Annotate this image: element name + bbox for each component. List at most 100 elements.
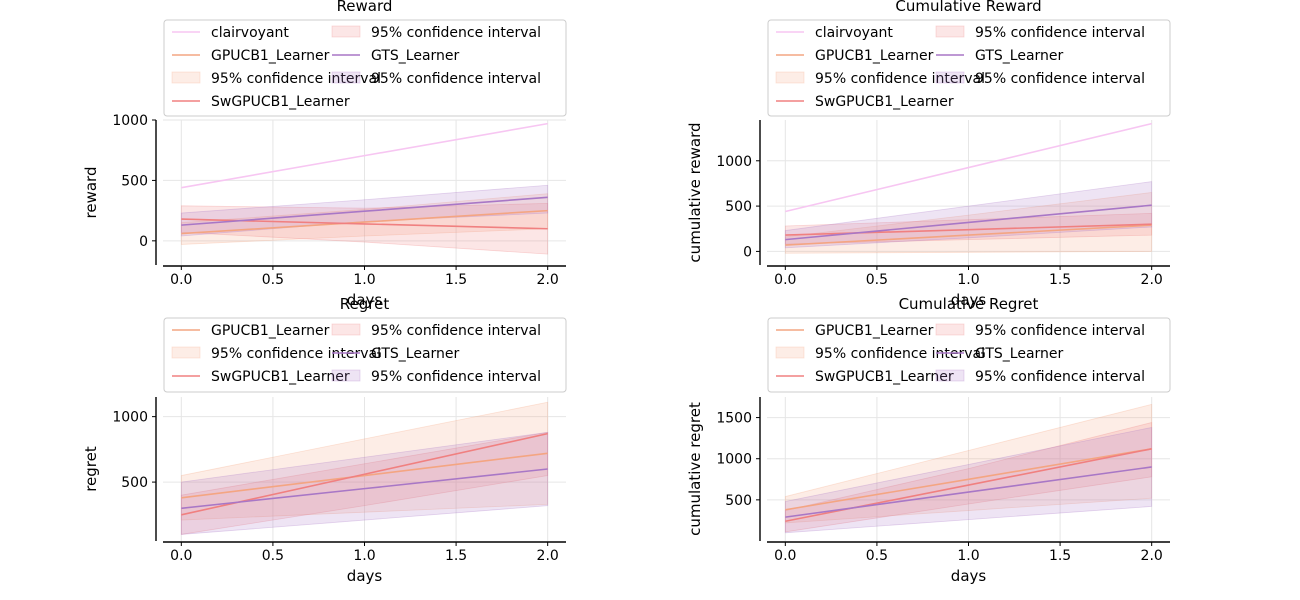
legend-patch-swatch [775,71,805,84]
legend: GPUCB1_Learner 95% confidence interval SwG… [767,317,1171,393]
x-tick-label: 0.5 [866,272,888,288]
x-tick-label: 0.0 [170,548,192,564]
x-axis-label: days [951,291,987,309]
legend-label: 95% confidence interval [975,369,1145,385]
legend-label: clairvoyant [211,25,289,41]
legend: GPUCB1_Learner 95% confidence interval SwG… [163,317,567,393]
x-axis-label: days [951,567,987,585]
x-tick-label: 1.0 [957,272,979,288]
x-tick-label: 1.0 [353,272,375,288]
series-line-GTS_Learner [785,204,1152,241]
chart-title: Cumulative Regret [899,295,1039,313]
y-tick-label: 500 [725,493,752,509]
legend-label: GTS_Learner [975,48,1064,64]
legend-patch-swatch [171,71,201,84]
y-axis-label: reward [82,167,100,219]
y-tick-label: 1000 [716,154,752,170]
ci-band-GTS_Learner [180,431,549,535]
legend-patch-swatch [331,71,361,84]
series-line-GTS_Learner [181,196,548,226]
ci-band-SwGPUCB1_Learner [784,212,1153,245]
legend-label: 95% confidence interval [975,25,1145,41]
y-tick-label: 500 [121,173,148,189]
series-line-GPUCB1_Learner [181,452,548,499]
chart-panel-4: 0.0 0.5 1.0 1.5 2.0 500 1000 1500 days cumulative… [686,295,1171,585]
y-tick-label: 1000 [716,452,752,468]
legend-patch-swatch [171,346,201,359]
chart-panel-3: 0.0 0.5 1.0 1.5 2.0 500 1000 days regret Regret GP… [82,295,567,585]
legend-label: 95% confidence interval [975,323,1145,339]
series-line-GPUCB1_Learner [785,448,1152,511]
legend-label: GPUCB1_Learner [211,323,330,339]
legend-label: 95% confidence interval [371,369,541,385]
legend-patch-swatch [331,323,361,336]
legend-label: SwGPUCB1_Learner [211,369,350,385]
series-line-GTS_Learner [181,468,548,510]
legend-label: 95% confidence interval [211,346,381,362]
ci-band-GPUCB1_Learner [180,193,549,245]
legend-label: 95% confidence interval [371,323,541,339]
x-axis-label: days [347,567,383,585]
ci-band-GTS_Learner [784,426,1153,534]
x-tick-label: 1.5 [445,272,467,288]
y-tick-label: 1500 [716,411,752,427]
legend-patch-swatch [935,369,965,382]
legend: clairvoyant GPUCB1_Learner 95% confidence … [767,19,1171,117]
chart-panel-1: 0.0 0.5 1.0 1.5 2.0 0 500 1000 days reward Reward c… [82,0,567,309]
y-tick-label: 0 [743,244,752,260]
legend-label: 95% confidence interval [371,71,541,87]
y-tick-label: 500 [725,199,752,215]
x-tick-label: 2.0 [537,272,559,288]
x-tick-label: 1.5 [1049,272,1071,288]
legend-label: 95% confidence interval [975,71,1145,87]
legend-label: SwGPUCB1_Learner [815,369,954,385]
legend-frame [163,19,567,117]
legend-label: 95% confidence interval [371,25,541,41]
chart-title: Cumulative Reward [895,0,1041,15]
y-axis-label: cumulative reward [686,122,704,262]
y-tick-label: 1000 [112,410,148,426]
ci-band-SwGPUCB1_Learner [180,431,549,535]
legend-patch-swatch [935,323,965,336]
legend-label: 95% confidence interval [211,71,381,87]
x-tick-label: 1.0 [353,548,375,564]
legend-patch-swatch [935,71,965,84]
legend-label: GTS_Learner [975,346,1064,362]
y-tick-label: 0 [139,234,148,250]
legend-label: SwGPUCB1_Learner [211,94,350,110]
x-tick-label: 2.0 [1141,272,1163,288]
chart-panel-2: 0.0 0.5 1.0 1.5 2.0 0 500 1000 days cumulative re… [686,0,1171,309]
x-tick-label: 1.5 [1049,548,1071,564]
legend-label: 95% confidence interval [815,346,985,362]
y-tick-label: 500 [121,475,148,491]
x-tick-label: 2.0 [1141,548,1163,564]
legend-frame [767,317,1171,393]
chart-title: Reward [337,0,393,15]
series-line-GPUCB1_Learner [785,224,1152,246]
x-axis-label: days [347,291,383,309]
legend-frame [163,317,567,393]
legend-patch-swatch [935,25,965,38]
ci-band-GPUCB1_Learner [180,401,549,521]
legend-frame [767,19,1171,117]
legend-label: 95% confidence interval [815,71,985,87]
legend-label: GTS_Learner [371,346,460,362]
x-tick-label: 0.0 [774,548,796,564]
legend-label: GTS_Learner [371,48,460,64]
x-tick-label: 2.0 [537,548,559,564]
x-tick-label: 0.5 [262,272,284,288]
series-line-clairvoyant [181,122,548,189]
x-tick-label: 0.5 [262,548,284,564]
legend-label: GPUCB1_Learner [211,48,330,64]
x-tick-label: 1.5 [445,548,467,564]
y-axis-label: regret [82,446,100,492]
legend-label: GPUCB1_Learner [815,48,934,64]
legend-patch-swatch [331,369,361,382]
legend: clairvoyant GPUCB1_Learner 95% confidence … [163,19,567,117]
series-line-GPUCB1_Learner [181,209,548,235]
legend-patch-swatch [331,25,361,38]
x-tick-label: 0.0 [170,272,192,288]
x-tick-label: 0.5 [866,548,888,564]
chart-title: Regret [340,295,390,313]
